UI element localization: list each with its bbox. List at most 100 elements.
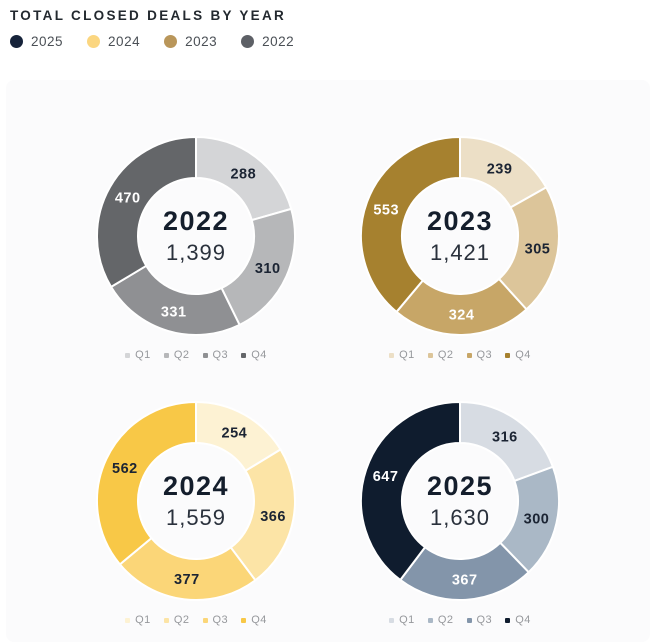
quarter-legend-item-2023-q1[interactable]: Q1 <box>389 349 415 361</box>
quarter-legend-item-2023-q2[interactable]: Q2 <box>427 349 454 361</box>
charts-panel: 288 310 331 470 2022 1,399 Q1 Q2 Q3 Q4 239 305 3… <box>6 80 650 642</box>
quarter-legend-item-2024-q4[interactable]: Q4 <box>241 614 267 626</box>
quarter-legend-2022: Q1 Q2 Q3 Q4 <box>96 349 296 361</box>
donut-2024: 254 366 377 562 2024 1,559 <box>96 401 296 601</box>
slice-value-2022-q2: 310 <box>255 261 281 277</box>
quarter-legend-swatch <box>241 352 247 358</box>
year-legend-item-2022[interactable]: 2022 <box>241 34 294 49</box>
donut-2024-svg: 254 366 377 562 <box>96 401 296 601</box>
donut-slice-2022-q4[interactable] <box>96 136 197 288</box>
quarter-legend-label: Q2 <box>173 349 190 361</box>
legend-dot-2023 <box>164 35 178 48</box>
legend-dot-2024 <box>87 35 101 48</box>
quarter-legend-swatch <box>389 617 395 623</box>
slice-value-2025-q3: 367 <box>452 572 478 588</box>
donut-chart-2025: 316 300 367 647 2025 1,630 Q1 Q2 Q3 Q4 <box>360 401 560 626</box>
slice-value-2022-q4: 470 <box>115 190 141 206</box>
year-legend-label: 2023 <box>185 34 218 49</box>
donut-2022: 288 310 331 470 2022 1,399 <box>96 136 296 336</box>
quarter-legend-label: Q1 <box>399 614 415 626</box>
slice-value-2023-q3: 324 <box>449 308 475 324</box>
quarter-legend-2025: Q1 Q2 Q3 Q4 <box>360 614 560 626</box>
quarter-legend-label: Q3 <box>212 614 229 626</box>
donut-2022-svg: 288 310 331 470 <box>96 136 296 336</box>
quarter-legend-label: Q1 <box>399 349 415 361</box>
quarter-legend-item-2025-q4[interactable]: Q4 <box>505 614 531 626</box>
slice-value-2024-q2: 366 <box>260 509 286 525</box>
quarter-legend-swatch <box>427 617 433 623</box>
quarter-legend-item-2024-q2[interactable]: Q2 <box>163 614 190 626</box>
slice-value-2024-q3: 377 <box>174 572 200 588</box>
slice-value-2023-q2: 305 <box>525 242 551 258</box>
year-legend: 2025 2024 2023 2022 <box>10 34 294 49</box>
quarter-legend-2023: Q1 Q2 Q3 Q4 <box>360 349 560 361</box>
slice-value-2022-q1: 288 <box>230 166 256 182</box>
donut-chart-2023: 239 305 324 553 2023 1,421 Q1 Q2 Q3 Q4 <box>360 136 560 361</box>
quarter-legend-item-2022-q3[interactable]: Q3 <box>202 349 229 361</box>
quarter-legend-label: Q2 <box>437 614 454 626</box>
year-legend-item-2025[interactable]: 2025 <box>10 34 63 49</box>
charts-grid: 288 310 331 470 2022 1,399 Q1 Q2 Q3 Q4 239 305 3… <box>6 80 650 626</box>
slice-value-2025-q2: 300 <box>524 512 550 528</box>
quarter-legend-label: Q4 <box>251 349 267 361</box>
quarter-legend-swatch <box>505 352 511 358</box>
quarter-legend-label: Q3 <box>212 349 229 361</box>
quarter-legend-item-2024-q1[interactable]: Q1 <box>125 614 151 626</box>
year-legend-item-2023[interactable]: 2023 <box>164 34 217 49</box>
header: TOTAL CLOSED DEALS BY YEAR 2025 2024 202… <box>10 8 294 49</box>
quarter-legend-swatch <box>163 617 169 623</box>
quarter-legend-item-2022-q4[interactable]: Q4 <box>241 349 267 361</box>
donut-2023-svg: 239 305 324 553 <box>360 136 560 336</box>
slice-value-2024-q1: 254 <box>222 426 248 442</box>
slice-value-2023-q1: 239 <box>487 161 513 177</box>
year-legend-label: 2025 <box>31 34 64 49</box>
quarter-legend-label: Q4 <box>515 614 531 626</box>
quarter-legend-item-2025-q2[interactable]: Q2 <box>427 614 454 626</box>
donut-chart-2022: 288 310 331 470 2022 1,399 Q1 Q2 Q3 Q4 <box>96 136 296 361</box>
quarter-legend-label: Q4 <box>251 614 267 626</box>
slice-value-2025-q4: 647 <box>373 469 399 485</box>
quarter-legend-2024: Q1 Q2 Q3 Q4 <box>96 614 296 626</box>
donut-2025: 316 300 367 647 2025 1,630 <box>360 401 560 601</box>
legend-dot-2022 <box>241 35 255 48</box>
year-legend-item-2024[interactable]: 2024 <box>87 34 140 49</box>
year-legend-label: 2022 <box>262 34 295 49</box>
quarter-legend-label: Q3 <box>476 614 493 626</box>
quarter-legend-label: Q3 <box>476 349 493 361</box>
quarter-legend-item-2022-q1[interactable]: Q1 <box>125 349 151 361</box>
quarter-legend-item-2022-q2[interactable]: Q2 <box>163 349 190 361</box>
slice-value-2023-q4: 553 <box>373 202 399 218</box>
donut-slice-2023-q4[interactable] <box>360 136 461 313</box>
page-title: TOTAL CLOSED DEALS BY YEAR <box>10 8 287 23</box>
quarter-legend-label: Q1 <box>135 349 151 361</box>
quarter-legend-swatch <box>505 617 511 623</box>
legend-dot-2025 <box>10 35 23 48</box>
slice-value-2024-q4: 562 <box>112 461 138 477</box>
quarter-legend-label: Q2 <box>173 614 190 626</box>
quarter-legend-swatch <box>241 617 247 623</box>
quarter-legend-swatch <box>466 352 472 358</box>
quarter-legend-item-2023-q3[interactable]: Q3 <box>466 349 493 361</box>
slice-value-2025-q1: 316 <box>492 430 518 446</box>
quarter-legend-label: Q2 <box>437 349 454 361</box>
slice-value-2022-q3: 331 <box>161 304 187 320</box>
quarter-legend-swatch <box>125 352 131 358</box>
quarter-legend-item-2025-q1[interactable]: Q1 <box>389 614 415 626</box>
quarter-legend-item-2025-q3[interactable]: Q3 <box>466 614 493 626</box>
quarter-legend-swatch <box>466 617 472 623</box>
year-legend-label: 2024 <box>108 34 141 49</box>
quarter-legend-label: Q1 <box>135 614 151 626</box>
quarter-legend-item-2024-q3[interactable]: Q3 <box>202 614 229 626</box>
quarter-legend-swatch <box>202 617 208 623</box>
quarter-legend-label: Q4 <box>515 349 531 361</box>
quarter-legend-item-2023-q4[interactable]: Q4 <box>505 349 531 361</box>
quarter-legend-swatch <box>125 617 131 623</box>
donut-slice-2024-q3[interactable] <box>118 537 257 601</box>
donut-slice-2024-q4[interactable] <box>96 401 197 566</box>
donut-slice-2025-q4[interactable] <box>360 401 461 581</box>
donut-2025-svg: 316 300 367 647 <box>360 401 560 601</box>
quarter-legend-swatch <box>202 352 208 358</box>
quarter-legend-swatch <box>389 352 395 358</box>
donut-chart-2024: 254 366 377 562 2024 1,559 Q1 Q2 Q3 Q4 <box>96 401 296 626</box>
quarter-legend-swatch <box>427 352 433 358</box>
